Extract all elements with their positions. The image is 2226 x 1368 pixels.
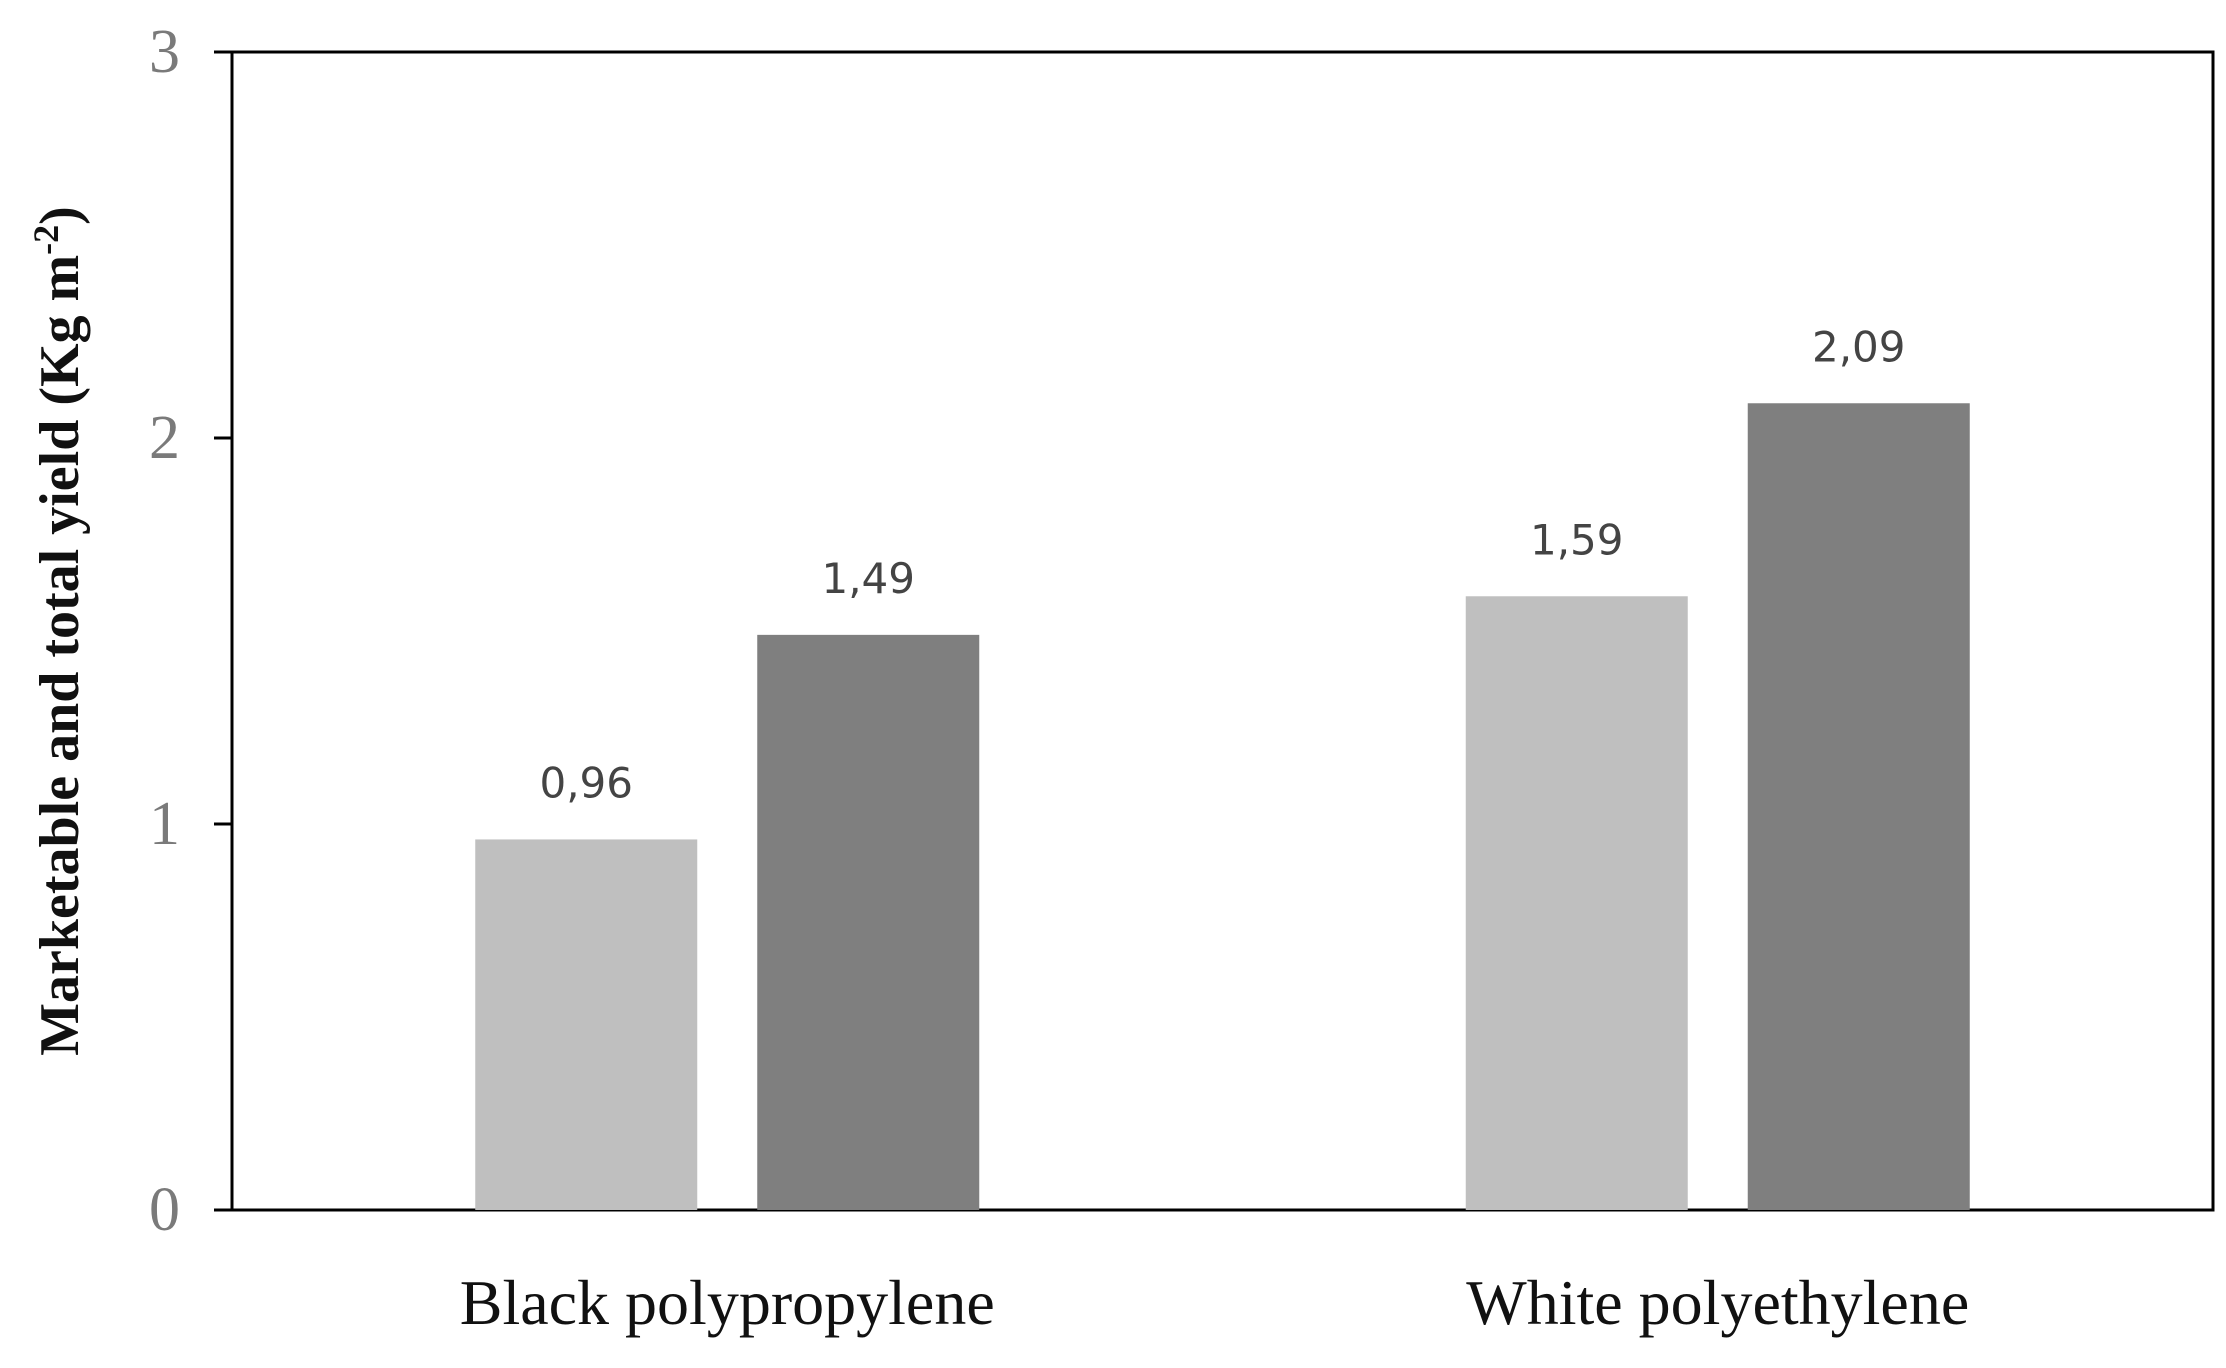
y-axis-title-suffix: ) (29, 206, 91, 225)
y-tick-label: 3 (149, 18, 180, 86)
category-label: Black polypropylene (460, 1267, 995, 1338)
data-label: 1,59 (1530, 515, 1624, 564)
y-axis-title: Marketable and total yield (Kg m-2) (26, 206, 91, 1056)
bar (475, 839, 698, 1210)
y-axis-title-text: Marketable and total yield (Kg m (29, 255, 91, 1056)
plot-frame (230, 50, 2215, 1212)
bars (475, 403, 1970, 1210)
category-label: White polyethylene (1466, 1267, 1969, 1338)
data-labels: 0,96 1,49 1,59 2,09 (539, 322, 1905, 807)
bar (757, 634, 980, 1210)
data-label: 2,09 (1812, 322, 1906, 371)
y-tick-label: 0 (149, 1176, 180, 1244)
data-label: 1,49 (821, 554, 915, 603)
y-axis-title-superscript: -2 (26, 225, 66, 255)
y-tick-label: 1 (149, 790, 180, 858)
y-tick-label: 2 (149, 404, 180, 472)
y-axis-ticks: 0 1 2 3 (149, 18, 232, 1244)
bar (1747, 403, 1970, 1210)
data-label: 0,96 (539, 758, 633, 807)
category-labels: Black polypropylene White polyethylene (460, 1267, 1969, 1338)
bar (1465, 596, 1688, 1210)
